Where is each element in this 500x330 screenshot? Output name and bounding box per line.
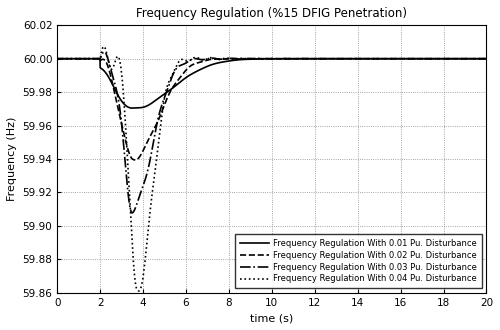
Line: Frequency Regulation With 0.04 Pu. Disturbance: Frequency Regulation With 0.04 Pu. Distu… [57, 47, 486, 291]
Frequency Regulation With 0.04 Pu. Disturbance [129, 235, 135, 239]
Frequency Regulation With 0.01 Pu. Disturbance [54, 57, 60, 61]
Frequency Regulation With 0.01 Pu. Disturbance [219, 60, 225, 64]
Y-axis label: Frequency (Hz): Frequency (Hz) [7, 117, 17, 201]
Frequency Regulation With 0.03 Pu. Disturbance [104, 52, 110, 56]
Title: Frequency Regulation (%15 DFIG Penetration): Frequency Regulation (%15 DFIG Penetrati… [136, 7, 407, 20]
Frequency Regulation With 0.01 Pu. Disturbance [129, 106, 135, 110]
Frequency Regulation With 0.04 Pu. Disturbance [101, 45, 107, 49]
Line: Frequency Regulation With 0.03 Pu. Disturbance: Frequency Regulation With 0.03 Pu. Distu… [57, 52, 486, 213]
Frequency Regulation With 0.03 Pu. Disturbance [129, 211, 135, 215]
Frequency Regulation With 0.02 Pu. Disturbance [54, 57, 60, 61]
Frequency Regulation With 0.01 Pu. Disturbance [103, 71, 109, 75]
Frequency Regulation With 0.02 Pu. Disturbance [103, 60, 109, 64]
Frequency Regulation With 0.03 Pu. Disturbance [476, 57, 482, 61]
Frequency Regulation With 0.03 Pu. Disturbance [54, 57, 60, 61]
Frequency Regulation With 0.02 Pu. Disturbance [132, 158, 138, 162]
Frequency Regulation With 0.04 Pu. Disturbance [219, 57, 225, 61]
Frequency Regulation With 0.03 Pu. Disturbance [238, 57, 244, 61]
Frequency Regulation With 0.03 Pu. Disturbance [484, 57, 490, 61]
Frequency Regulation With 0.02 Pu. Disturbance [219, 57, 225, 61]
Line: Frequency Regulation With 0.01 Pu. Disturbance: Frequency Regulation With 0.01 Pu. Distu… [57, 59, 486, 108]
Frequency Regulation With 0.04 Pu. Disturbance [429, 57, 435, 61]
Frequency Regulation With 0.02 Pu. Disturbance [476, 57, 482, 61]
Frequency Regulation With 0.01 Pu. Disturbance [238, 58, 244, 62]
X-axis label: time (s): time (s) [250, 313, 294, 323]
Frequency Regulation With 0.04 Pu. Disturbance [484, 57, 490, 61]
Frequency Regulation With 0.02 Pu. Disturbance [128, 156, 134, 160]
Frequency Regulation With 0.02 Pu. Disturbance [484, 57, 490, 61]
Frequency Regulation With 0.01 Pu. Disturbance [292, 57, 298, 61]
Frequency Regulation With 0.03 Pu. Disturbance [219, 57, 225, 61]
Frequency Regulation With 0.02 Pu. Disturbance [238, 57, 244, 61]
Legend: Frequency Regulation With 0.01 Pu. Disturbance, Frequency Regulation With 0.02 P: Frequency Regulation With 0.01 Pu. Distu… [235, 234, 482, 288]
Frequency Regulation With 0.04 Pu. Disturbance [136, 289, 142, 293]
Frequency Regulation With 0.04 Pu. Disturbance [54, 57, 60, 61]
Frequency Regulation With 0.04 Pu. Disturbance [476, 57, 482, 61]
Frequency Regulation With 0.04 Pu. Disturbance [104, 50, 110, 54]
Frequency Regulation With 0.02 Pu. Disturbance [429, 57, 435, 61]
Frequency Regulation With 0.04 Pu. Disturbance [238, 56, 244, 60]
Line: Frequency Regulation With 0.02 Pu. Disturbance: Frequency Regulation With 0.02 Pu. Distu… [57, 58, 486, 160]
Frequency Regulation With 0.01 Pu. Disturbance [128, 106, 134, 110]
Frequency Regulation With 0.01 Pu. Disturbance [476, 57, 482, 61]
Frequency Regulation With 0.01 Pu. Disturbance [484, 57, 490, 61]
Frequency Regulation With 0.01 Pu. Disturbance [429, 57, 435, 61]
Frequency Regulation With 0.03 Pu. Disturbance [429, 57, 435, 61]
Frequency Regulation With 0.03 Pu. Disturbance [129, 211, 135, 215]
Frequency Regulation With 0.02 Pu. Disturbance [232, 56, 237, 60]
Frequency Regulation With 0.03 Pu. Disturbance [101, 50, 107, 54]
